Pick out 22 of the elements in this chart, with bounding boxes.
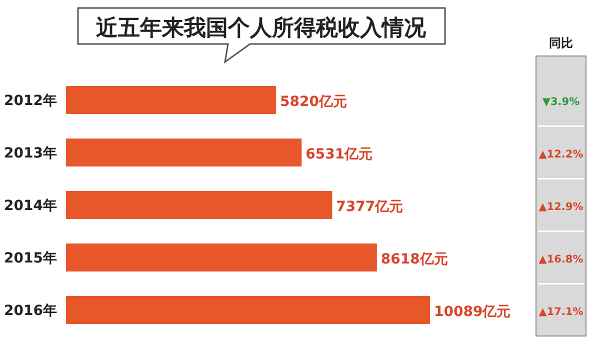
y-tick-label: 2016年 bbox=[4, 303, 57, 319]
bar bbox=[66, 138, 302, 166]
text: ▲12.9% bbox=[538, 201, 584, 213]
y-tick-label: 2015年 bbox=[4, 250, 57, 266]
y-tick-label: 2014年 bbox=[4, 198, 57, 214]
text: ▲17.1% bbox=[538, 306, 584, 318]
text: ▲16.8% bbox=[538, 254, 584, 266]
data-label: 5820亿元 bbox=[280, 94, 347, 110]
bar bbox=[66, 244, 377, 272]
data-label: 7377亿元 bbox=[336, 199, 404, 215]
bar bbox=[66, 191, 332, 219]
text: 同比 bbox=[549, 36, 573, 50]
y-tick-label: 2013年 bbox=[4, 146, 57, 162]
data-label: 10089亿元 bbox=[434, 304, 511, 320]
chart-title: 近五年来我国个人所得税收入情况 bbox=[95, 15, 427, 40]
bar bbox=[66, 86, 276, 114]
data-label: 8618亿元 bbox=[380, 252, 448, 268]
data-label: 6531亿元 bbox=[306, 146, 373, 162]
text: ▼3.9% bbox=[542, 96, 580, 108]
text: ▲12.2% bbox=[538, 148, 584, 160]
bar bbox=[66, 296, 430, 324]
y-tick-label: 2012年 bbox=[4, 93, 57, 109]
